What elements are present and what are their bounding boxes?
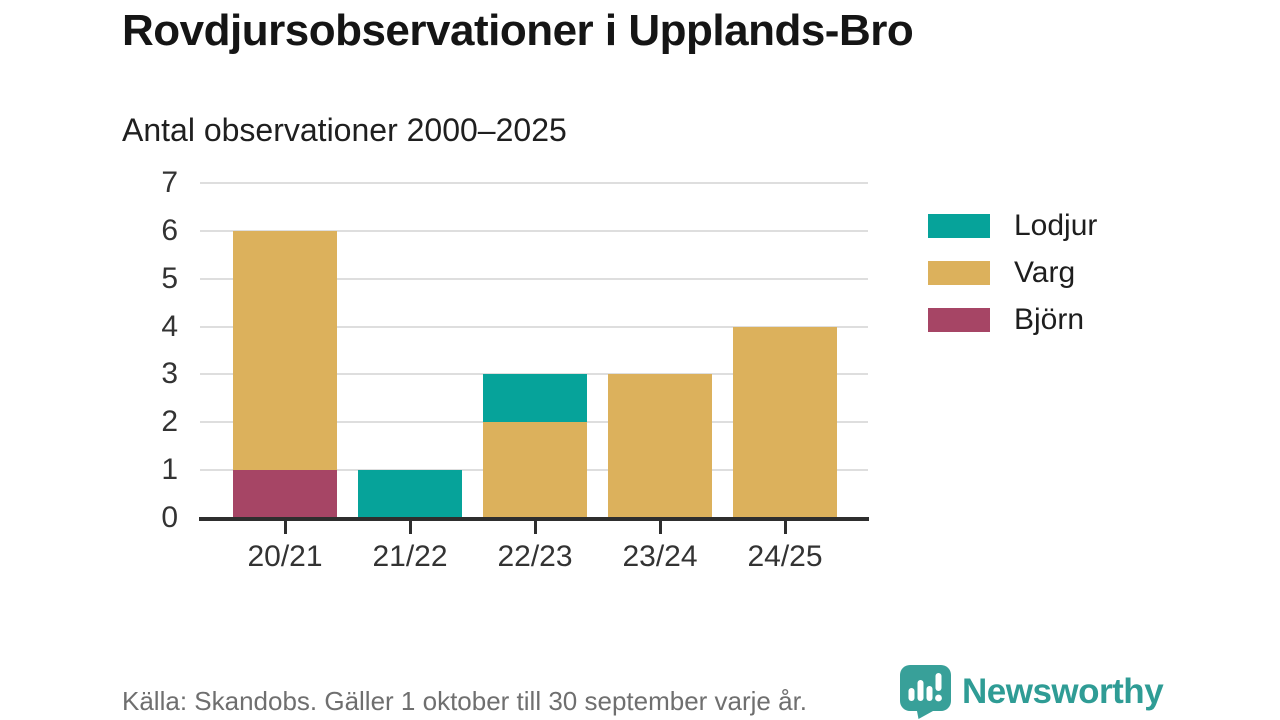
page-subtitle: Antal observationer 2000–2025 [122, 112, 567, 148]
legend-swatch-varg [928, 261, 990, 285]
bar-segment-varg-24/25 [733, 326, 837, 518]
newsworthy-bubble-icon [900, 665, 951, 719]
x-axis-label: 24/25 [747, 540, 823, 573]
legend: Lodjur Varg Björn [928, 209, 1098, 355]
y-axis-label: 7 [161, 166, 178, 199]
legend-item-lodjur: Lodjur [928, 209, 1098, 242]
gridline-y-5 [200, 277, 868, 280]
bar-segment-varg-23/24 [608, 374, 712, 518]
x-axis-label: 22/23 [497, 540, 573, 573]
y-axis-label: 0 [161, 501, 178, 534]
newsworthy-wordmark: Newsworthy [962, 671, 1164, 711]
y-axis-label: 6 [161, 213, 178, 247]
y-axis-label: 1 [161, 453, 178, 487]
y-axis-label: 3 [161, 357, 178, 391]
legend-label: Varg [1014, 256, 1076, 289]
y-axis-label: 2 [161, 405, 178, 439]
x-axis-line [199, 517, 869, 521]
legend-label: Lodjur [1014, 209, 1098, 242]
x-axis-label: 23/24 [622, 540, 698, 573]
gridline-y-6 [200, 229, 868, 232]
bar-segment-lodjur-21/22 [358, 470, 462, 518]
legend-item-björn: Björn [928, 303, 1097, 336]
y-axis-label: 5 [161, 261, 178, 295]
page-title: Rovdjursobservationer i Upplands-Bro [122, 6, 914, 55]
x-tick-21/22 [408, 521, 412, 534]
bar-segment-varg-20/21 [233, 230, 337, 471]
newsworthy-logo-link[interactable]: Newsworthy [897, 663, 1177, 720]
y-axis-label: 4 [161, 309, 178, 343]
gridline-y-4 [200, 325, 868, 328]
bar-segment-björn-20/21 [233, 470, 337, 518]
x-tick-24/25 [783, 521, 787, 534]
legend-swatch-björn [928, 308, 990, 332]
bar-segment-varg-22/23 [483, 422, 587, 518]
x-tick-23/24 [658, 521, 662, 534]
bar-segment-lodjur-22/23 [483, 374, 587, 423]
legend-item-varg: Varg [928, 256, 1097, 289]
x-tick-20/21 [283, 521, 287, 534]
x-axis-label: 20/21 [247, 540, 323, 573]
x-axis-label: 21/22 [372, 540, 448, 573]
legend-label: Björn [1014, 303, 1085, 336]
gridline-y-7 [200, 182, 868, 184]
x-tick-22/23 [533, 521, 537, 534]
footer-source: Källa: Skandobs. Gäller 1 oktober till 3… [122, 686, 808, 716]
legend-swatch-lodjur [928, 214, 990, 238]
